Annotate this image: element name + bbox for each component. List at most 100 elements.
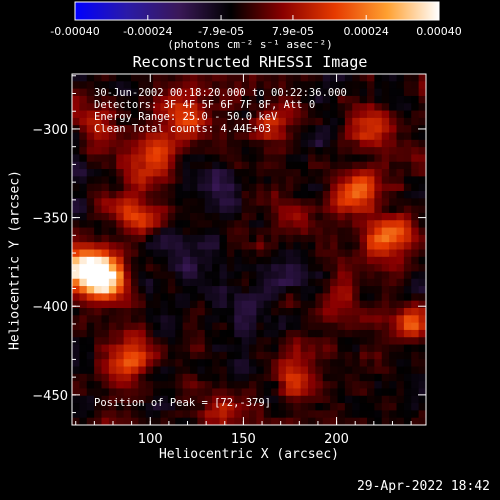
heatmap-cell (204, 125, 213, 133)
heatmap-cell (396, 337, 405, 345)
heatmap-cell (249, 234, 257, 243)
heatmap-cell (123, 183, 132, 192)
heatmap-cell (374, 212, 383, 221)
heatmap-cell (153, 117, 161, 126)
heatmap-cell (86, 161, 95, 170)
heatmap-cell (131, 198, 139, 207)
heatmap-cell (86, 154, 95, 163)
heatmap-cell (153, 227, 161, 236)
heatmap-cell (359, 388, 368, 397)
heatmap-cell (204, 256, 213, 265)
heatmap-cell (308, 191, 316, 199)
heatmap-cell (204, 234, 213, 243)
heatmap-cell (234, 315, 243, 324)
heatmap-cell (234, 234, 243, 243)
heatmap-cell (86, 351, 95, 360)
heatmap-cell (234, 381, 243, 389)
heatmap-cell (381, 139, 390, 148)
heatmap-cell (167, 359, 176, 367)
heatmap-cell (300, 373, 309, 382)
heatmap-cell (226, 227, 235, 236)
heatmap-cell (167, 300, 176, 309)
heatmap-cell (322, 293, 331, 302)
heatmap-cell (271, 242, 279, 250)
heatmap-cell (322, 256, 331, 265)
heatmap-cell (182, 381, 191, 389)
heatmap-cell (197, 125, 206, 133)
heatmap-cell (367, 322, 375, 331)
heatmap-cell (285, 410, 294, 419)
heatmap-cell (396, 183, 405, 192)
heatmap-cell (374, 410, 383, 419)
heatmap-cell (418, 176, 427, 185)
heatmap-cell (101, 395, 110, 404)
heatmap-cell (315, 417, 324, 426)
heatmap-cell (344, 388, 353, 397)
heatmap-cell (374, 344, 383, 353)
heatmap-cell (86, 395, 95, 404)
heatmap-cell (175, 74, 184, 82)
heatmap-cell (153, 373, 161, 382)
heatmap-cell (190, 110, 198, 119)
heatmap-cell (226, 110, 235, 119)
heatmap-cell (190, 81, 198, 90)
heatmap-cell (86, 139, 95, 148)
heatmap-cell (212, 278, 220, 287)
heatmap-cell (344, 271, 353, 280)
heatmap-cell (241, 95, 250, 104)
heatmap-cell (411, 249, 420, 258)
heatmap-cell (285, 234, 294, 243)
heatmap-cell (300, 81, 309, 90)
heatmap-cell (352, 74, 361, 82)
heatmap-cell (197, 249, 206, 258)
heatmap-cell (285, 286, 294, 294)
heatmap-cell (367, 410, 375, 419)
heatmap-cell (293, 403, 302, 411)
heatmap-cell (182, 205, 191, 214)
heatmap-cell (153, 169, 161, 177)
heatmap-cell (72, 198, 80, 207)
heatmap-cell (145, 212, 154, 221)
heatmap-cell (300, 169, 309, 177)
heatmap-cell (241, 329, 250, 338)
heatmap-cell (263, 132, 272, 141)
heatmap-cell (374, 388, 383, 397)
heatmap-cell (308, 410, 316, 419)
heatmap-cell (381, 403, 390, 411)
heatmap-cell (123, 417, 132, 426)
heatmap-cell (131, 234, 139, 243)
heatmap-cell (330, 395, 338, 404)
heatmap-cell (79, 132, 88, 141)
heatmap-cell (86, 337, 95, 345)
heatmap-cell (344, 191, 353, 199)
heatmap-cell (337, 388, 346, 397)
heatmap-cell (322, 139, 331, 148)
heatmap-cell (403, 264, 412, 272)
heatmap-cell (72, 410, 80, 419)
heatmap-cell (167, 264, 176, 272)
heatmap-cell (381, 286, 390, 294)
heatmap-cell (315, 329, 324, 338)
heatmap-cell (315, 308, 324, 316)
heatmap-cell (315, 278, 324, 287)
heatmap-cell (153, 351, 161, 360)
heatmap-cell (138, 132, 147, 141)
heatmap-cell (101, 373, 110, 382)
heatmap-cell (381, 351, 390, 360)
heatmap-cell (249, 191, 257, 199)
heatmap-cell (396, 169, 405, 177)
heatmap-cell (411, 183, 420, 192)
heatmap-cell (263, 74, 272, 82)
heatmap-cell (344, 286, 353, 294)
heatmap-cell (167, 373, 176, 382)
heatmap-cell (138, 147, 147, 155)
heatmap-cell (308, 220, 316, 228)
heatmap-cell (131, 410, 139, 419)
heatmap-cell (263, 417, 272, 426)
heatmap-cell (285, 359, 294, 367)
heatmap-cell (381, 271, 390, 280)
heatmap-cell (389, 286, 397, 294)
heatmap-cell (411, 315, 420, 324)
heatmap-cell (101, 264, 110, 272)
heatmap-cell (374, 366, 383, 375)
